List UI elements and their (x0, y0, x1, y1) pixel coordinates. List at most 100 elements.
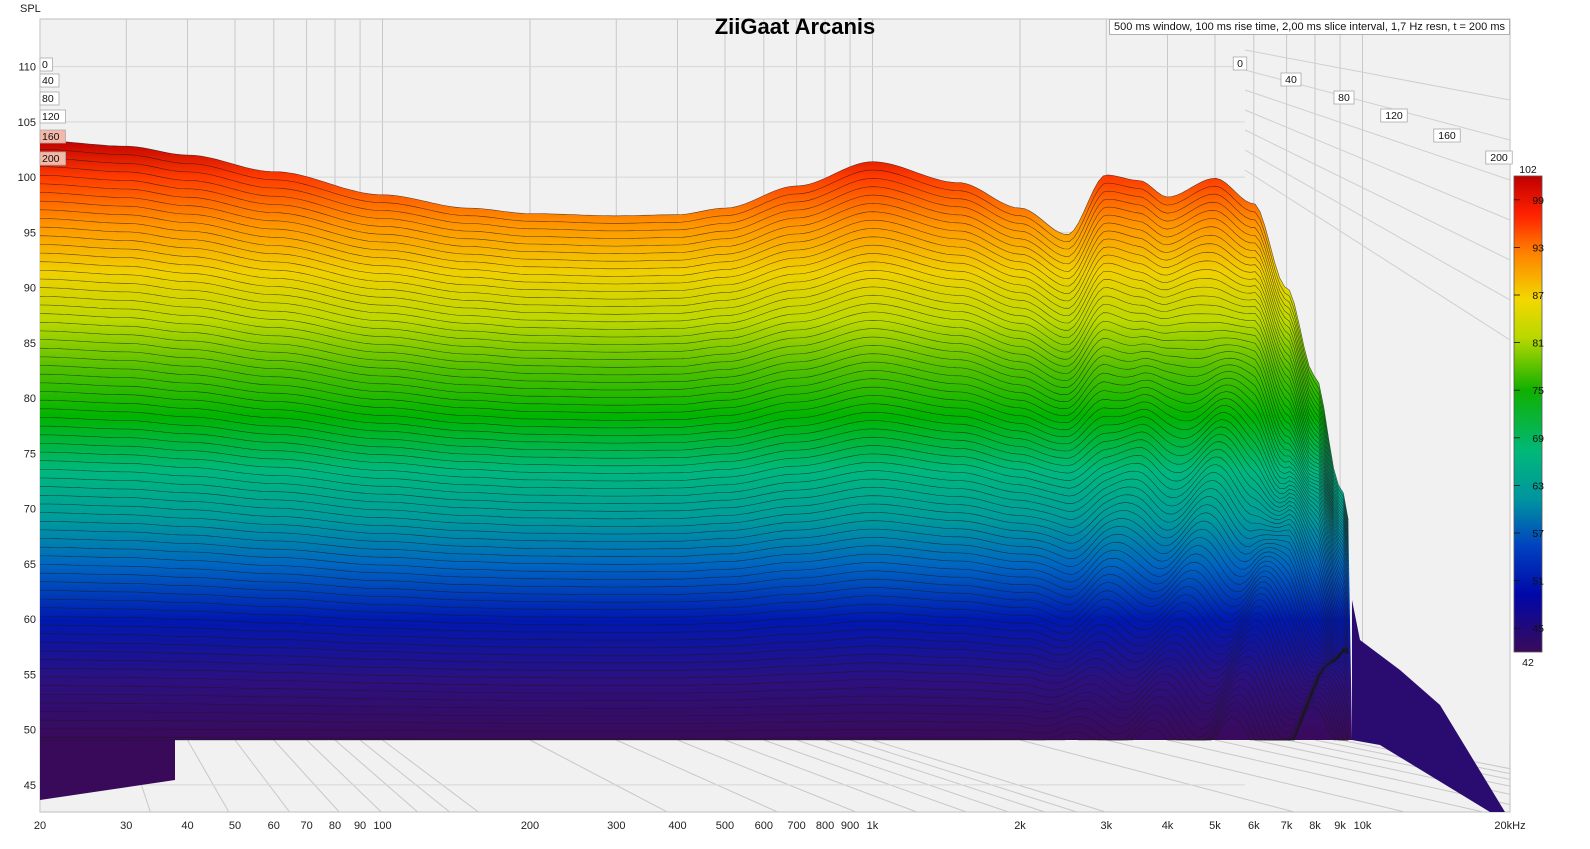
decay-slice (40, 425, 1349, 647)
colorbar-max-label: 102 (1519, 164, 1537, 176)
decay-slice (40, 417, 1349, 644)
colorbar-tick-label: 51 (1532, 576, 1544, 588)
x-tick-label: 70 (300, 820, 312, 832)
decay-slice (40, 634, 1349, 710)
time-tick-label: 200 (1485, 150, 1513, 165)
decay-slice (40, 330, 1349, 595)
decay-slice (40, 678, 1349, 741)
x-tick-label: 9k (1334, 820, 1346, 832)
decay-slice (40, 313, 1349, 585)
x-tick-label: 90 (354, 820, 366, 832)
time-tick-label: 80 (1333, 90, 1355, 105)
svg-text:200: 200 (42, 153, 60, 165)
x-tick-label: 600 (755, 820, 773, 832)
decay-slice (40, 140, 1349, 521)
decay-slice (40, 235, 1349, 549)
decay-slice (40, 322, 1349, 590)
decay-slice (40, 261, 1349, 559)
y-tick-label: 110 (18, 62, 36, 74)
decay-slice (40, 443, 1349, 652)
y-axis: 45 50 55 60 65 70 75 80 85 90 95 100 105 110 (18, 62, 36, 792)
decay-slice (40, 157, 1349, 527)
x-tick-label: 800 (816, 820, 834, 832)
x-tick-label: 2k (1014, 820, 1026, 832)
y-tick-label: 70 (24, 504, 36, 516)
decay-slice (40, 244, 1349, 552)
decay-slice (40, 528, 1349, 663)
y-tick-label: 105 (18, 117, 36, 129)
colorbar-min-label: 42 (1522, 657, 1534, 669)
decay-slice (40, 218, 1349, 544)
time-tick-label-left: 160 (39, 129, 66, 144)
decay-slice (40, 592, 1349, 683)
decay-slice (40, 663, 1349, 733)
time-tick-label: 40 (1280, 72, 1302, 87)
decay-slice (40, 192, 1349, 537)
svg-text:200: 200 (1490, 152, 1508, 164)
decay-slice (40, 391, 1349, 632)
time-tick-label-left: 120 (39, 109, 66, 124)
x-tick-label: 7k (1281, 820, 1293, 832)
svg-text:120: 120 (42, 111, 60, 123)
x-axis: 20 30 40 50 60 70 80 90 100 200 300 400 500 600 700 800… (34, 820, 1526, 832)
colorbar-tick-label: 57 (1532, 528, 1544, 540)
decay-slice (40, 373, 1349, 622)
decay-slice (40, 648, 1349, 720)
x-tick-label: 400 (668, 820, 686, 832)
time-tick-label-left: 80 (39, 91, 60, 106)
decay-slice (40, 691, 1349, 741)
decay-slice (40, 399, 1349, 637)
colorbar-tick-label: 45 (1532, 623, 1544, 635)
decay-slice (40, 671, 1349, 740)
decay-slice (40, 339, 1349, 601)
colorbar-tick-label: 75 (1532, 385, 1544, 397)
decay-slice (40, 561, 1349, 665)
svg-text:40: 40 (1285, 74, 1297, 86)
decay-slice (40, 569, 1349, 669)
x-tick-label: 20kHz (1494, 820, 1525, 832)
y-tick-label: 75 (24, 448, 36, 460)
decay-slice (40, 365, 1349, 617)
decay-slice (40, 553, 1349, 664)
svg-text:120: 120 (1385, 110, 1403, 122)
decay-slice (40, 382, 1349, 627)
color-scale-bar: 102 42 99 93 87 81 75 69 63 57 51 45 (1513, 164, 1544, 669)
svg-text:40: 40 (42, 75, 54, 87)
x-tick-label: 100 (373, 820, 391, 832)
decay-slice (40, 166, 1349, 529)
x-tick-label: 300 (607, 820, 625, 832)
decay-slice (40, 503, 1349, 658)
decay-slice (40, 434, 1349, 650)
colorbar-tick-label: 81 (1532, 338, 1544, 350)
colorbar-tick-label: 63 (1532, 480, 1544, 492)
y-tick-label: 80 (24, 393, 36, 405)
time-tick-label: 160 (1433, 128, 1461, 143)
time-tick-label: 0 (1232, 56, 1248, 71)
decay-slice (40, 200, 1349, 539)
x-tick-label: 6k (1248, 820, 1260, 832)
svg-text:160: 160 (42, 131, 60, 143)
colorbar-tick-label: 87 (1532, 290, 1544, 302)
decay-slice (40, 696, 1349, 741)
decay-slice (40, 252, 1349, 555)
svg-text:160: 160 (1438, 130, 1456, 142)
decay-slice (40, 469, 1349, 655)
decay-slice (40, 626, 1349, 705)
decay-slice (40, 460, 1349, 654)
decay-slice (40, 183, 1349, 535)
svg-text:0: 0 (42, 59, 48, 71)
decay-slice (40, 149, 1349, 524)
svg-text:80: 80 (1338, 92, 1350, 104)
decay-slice (40, 304, 1349, 580)
x-tick-label: 700 (787, 820, 805, 832)
decay-slice (40, 619, 1349, 700)
x-tick-label: 10k (1354, 820, 1372, 832)
decay-slice (40, 174, 1349, 532)
waterfall-surface (40, 140, 1505, 812)
surface-tail (1352, 600, 1505, 812)
y-tick-label: 45 (24, 780, 36, 792)
decay-slice (40, 578, 1349, 673)
x-tick-label: 60 (268, 820, 280, 832)
y-tick-label: 95 (24, 227, 36, 239)
